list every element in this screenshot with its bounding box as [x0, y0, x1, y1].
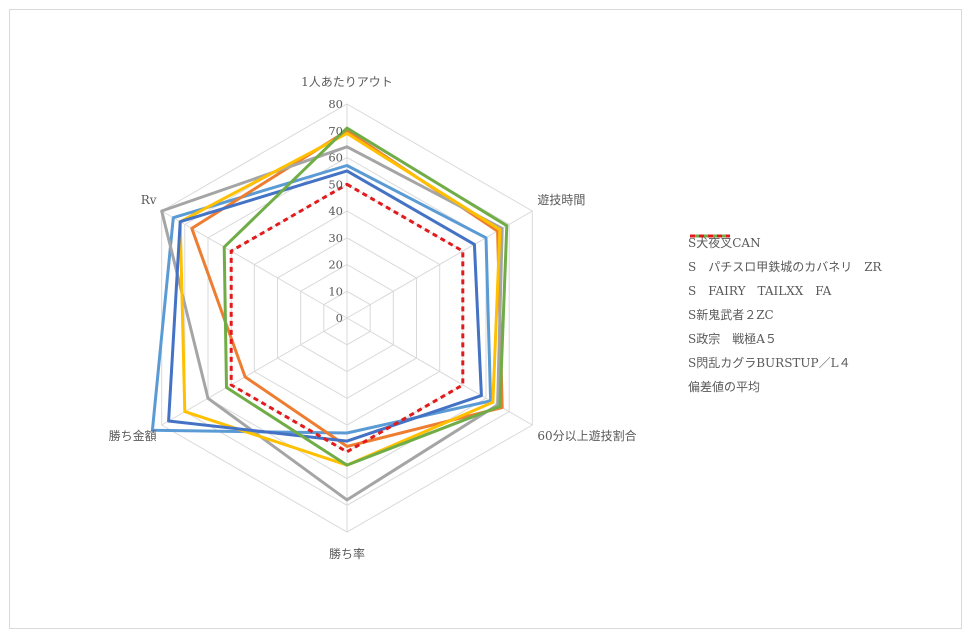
- series-line-3: [160, 145, 504, 502]
- series-line-7: [229, 182, 465, 454]
- legend-label: 偏差値の平均: [688, 379, 761, 394]
- legend-label: S閃乱カグラBURSTUP／L４: [688, 355, 851, 370]
- chart-legend: S犬夜叉CAN S パチスロ甲鉄城のカバネリ ZR S FAIRY TAILXX F…: [688, 230, 968, 398]
- axis-label: 60分以上遊技割合: [537, 428, 636, 443]
- tick-label: 0: [336, 311, 343, 325]
- tick-label: 50: [328, 177, 343, 191]
- radar-tick-labels: 0 10 20 30 40 50 60 70 80: [328, 97, 343, 325]
- legend-item: S閃乱カグラBURSTUP／L４: [688, 234, 968, 374]
- tick-label: 10: [328, 284, 343, 298]
- legend-item: S パチスロ甲鉄城のカバネリ ZR: [688, 234, 968, 278]
- legend-item: S政宗 戦極A５: [688, 234, 968, 350]
- axis-label: 勝ち金額: [109, 428, 157, 443]
- legend-swatch: [690, 234, 730, 238]
- radar-series: [150, 126, 509, 502]
- axis-label: 遊技時間: [537, 192, 585, 207]
- axis-label: 勝ち率: [329, 546, 365, 561]
- series-line-2: [190, 129, 504, 448]
- tick-label: 70: [328, 124, 343, 138]
- spoke-line: [161, 317, 348, 426]
- legend-label: S新鬼武者２ZC: [688, 307, 774, 322]
- tick-label: 20: [328, 258, 343, 272]
- tick-label: 30: [328, 231, 343, 245]
- series-line-5: [167, 169, 483, 443]
- legend-item: S FAIRY TAILXX FA: [688, 234, 968, 302]
- legend-item: 偏差値の平均: [688, 234, 968, 398]
- series-line-6: [222, 126, 509, 467]
- legend-item: S新鬼武者２ZC: [688, 234, 968, 326]
- tick-label: 80: [328, 97, 343, 111]
- legend-label: S FAIRY TAILXX FA: [688, 283, 832, 298]
- legend-label: S パチスロ甲鉄城のカバネリ ZR: [688, 259, 882, 274]
- tick-label: 60: [328, 151, 343, 165]
- tick-label: 40: [328, 204, 343, 218]
- axis-label: Rv: [141, 193, 157, 207]
- legend-label: S犬夜叉CAN: [688, 235, 761, 250]
- legend-label: S政宗 戦極A５: [688, 331, 777, 346]
- series-line-1: [150, 164, 493, 435]
- axis-label: 1人あたりアウト: [301, 75, 393, 89]
